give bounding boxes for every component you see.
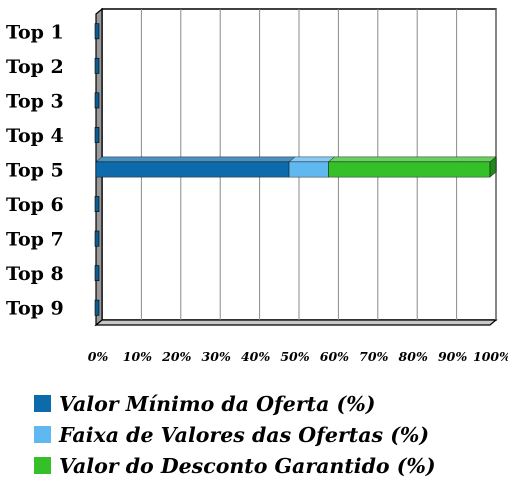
legend-item: Valor do Desconto Garantido (%)	[34, 450, 436, 481]
category-label: Top 9	[6, 298, 64, 320]
legend-item: Faixa de Valores das Ofertas (%)	[34, 419, 436, 450]
category-labels: Top 1 Top 2 Top 3 Top 4 Top 5 Top 6 Top 7 Top 8…	[6, 21, 64, 319]
category-label: Top 7	[6, 229, 64, 251]
category-label: Top 4	[6, 125, 64, 147]
x-tick-label: 80%	[399, 349, 428, 364]
x-tick-label: 30%	[202, 349, 231, 364]
bar-segment-empty	[94, 23, 100, 40]
bar-segment	[95, 156, 296, 178]
legend-label: Valor Mínimo da Oferta (%)	[59, 391, 376, 416]
x-tick-label: 20%	[161, 349, 191, 364]
legend-swatch	[34, 426, 51, 443]
legend-label: Faixa de Valores das Ofertas (%)	[59, 422, 430, 447]
legend: Valor Mínimo da Oferta (%) Faixa de Valor…	[34, 388, 436, 481]
plot-floor	[94, 319, 498, 326]
category-label: Top 5	[6, 160, 64, 182]
x-tick-label: 60%	[320, 349, 349, 364]
legend-label: Valor do Desconto Garantido (%)	[59, 453, 436, 478]
x-tick-labels: 0% 10% 20% 30% 40% 50% 60% 70% 80% 90% 100%	[88, 349, 508, 364]
bar-segment-empty	[94, 196, 100, 212]
bar-segment	[288, 156, 336, 178]
bar-segment-empty	[94, 230, 100, 247]
x-tick-label: 50%	[280, 349, 309, 364]
bar-segment-empty	[94, 127, 100, 143]
bar-segment-empty	[94, 92, 100, 109]
bar-segment-empty	[94, 57, 100, 74]
x-tick-label: 100%	[473, 349, 508, 364]
category-label: Top 2	[6, 56, 64, 78]
bars	[94, 23, 497, 316]
x-tick-label: 40%	[241, 349, 270, 364]
legend-swatch	[34, 457, 51, 474]
bar-segment	[327, 156, 497, 178]
category-label: Top 3	[6, 90, 64, 112]
legend-swatch	[34, 395, 51, 412]
bar-segment-empty	[94, 299, 100, 316]
category-label: Top 1	[6, 21, 64, 43]
x-tick-label: 90%	[438, 349, 467, 364]
x-tick-label: 10%	[123, 349, 152, 364]
x-tick-label: 0%	[88, 349, 109, 364]
category-label: Top 8	[6, 263, 64, 285]
x-tick-label: 70%	[359, 349, 388, 364]
bar-segment-empty	[94, 265, 100, 282]
category-label: Top 6	[6, 194, 64, 216]
legend-item: Valor Mínimo da Oferta (%)	[34, 388, 436, 419]
